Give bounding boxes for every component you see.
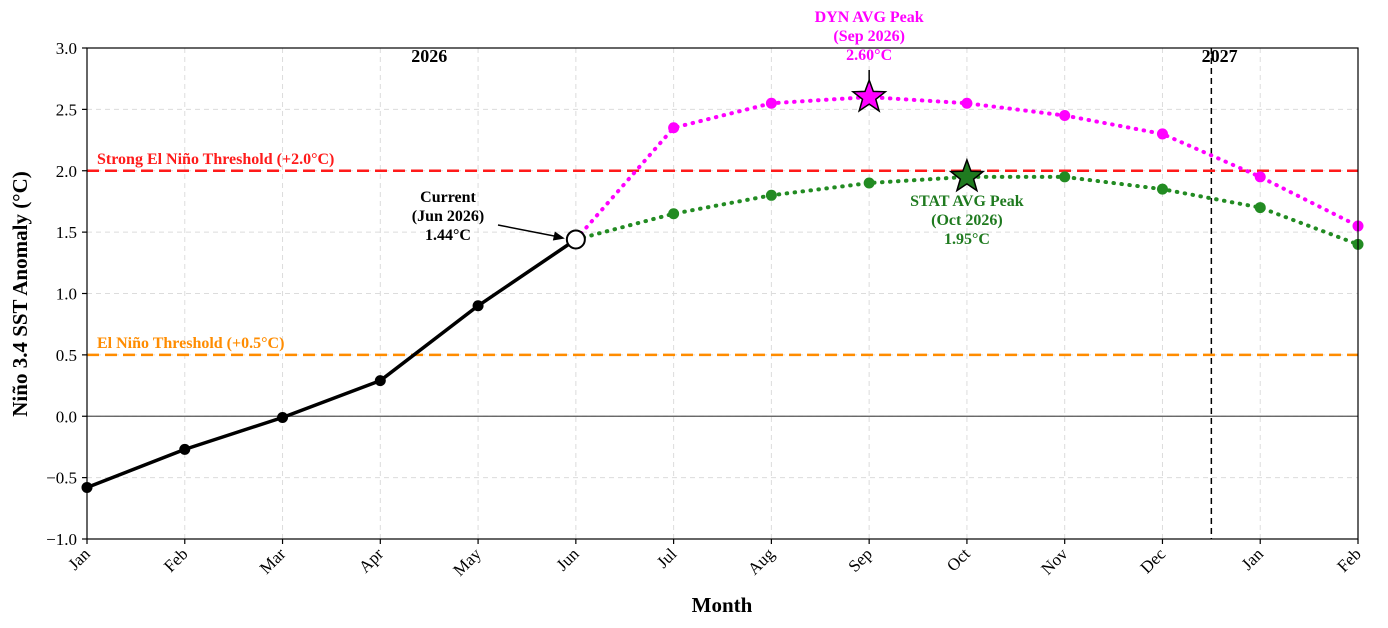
- dyn-point: [668, 122, 680, 134]
- stat-point: [765, 189, 777, 201]
- dyn-peak-annotation-text: (Sep 2026): [833, 28, 905, 45]
- current-annotation-text: Current: [420, 189, 476, 206]
- x-tick-label: May: [449, 544, 485, 580]
- year-label: 2026: [411, 46, 447, 66]
- threshold-lines: Strong El Niño Threshold (+2.0°C) El Niño…: [87, 151, 1358, 357]
- dyn-peak-annotation-text: DYN AVG Peak: [815, 9, 924, 26]
- x-tick-label: Aug: [744, 544, 778, 578]
- x-tick-label: Sep: [845, 544, 876, 575]
- current-arrow-head: [552, 231, 565, 241]
- y-tick-label: 0.0: [56, 407, 77, 426]
- dyn-point: [1156, 128, 1168, 140]
- current-annotation-text: 1.44°C: [425, 227, 471, 244]
- grid-lines: [86, 47, 1359, 540]
- stat-peak-annotation-text: STAT AVG Peak: [910, 193, 1024, 210]
- y-tick-label: 2.0: [56, 162, 77, 181]
- x-tick-label: Dec: [1136, 544, 1169, 577]
- observed-point: [277, 411, 289, 423]
- stat-point: [1254, 202, 1266, 214]
- x-tick-label: Apr: [355, 544, 387, 576]
- stat-peak-annotation-text: 1.95°C: [944, 231, 990, 248]
- y-tick-label: −1.0: [46, 530, 77, 549]
- stat-forecast-line: [573, 174, 1360, 247]
- stat-peak-annotation-text: (Oct 2026): [931, 212, 1003, 229]
- dyn-peak-annotation-text: 2.60°C: [846, 47, 892, 64]
- observed-point: [179, 443, 191, 455]
- observed-point: [374, 375, 386, 387]
- annotations: 2026 2027 Current (Jun 2026) 1.44°C DYN AVG P…: [411, 9, 1238, 250]
- stat-peak-star: [948, 157, 986, 193]
- y-tick-label: 0.5: [56, 346, 77, 365]
- x-tick-label: Jun: [553, 544, 583, 574]
- stat-point: [668, 208, 680, 220]
- current-annotation-text: (Jun 2026): [412, 208, 484, 225]
- x-axis-title: Month: [692, 593, 753, 617]
- stat-point: [863, 177, 875, 189]
- stat-point: [1059, 171, 1071, 183]
- y-axis-title: Niño 3.4 SST Anomaly (°C): [8, 171, 32, 416]
- dyn-forecast-line: [573, 95, 1360, 242]
- y-tick-label: 3.0: [56, 39, 77, 58]
- stat-point: [1156, 183, 1168, 195]
- observed-line: [86, 238, 577, 490]
- x-tick-label: Jul: [653, 544, 681, 572]
- x-tick-label: Jan: [1238, 544, 1268, 574]
- threshold-label: Strong El Niño Threshold (+2.0°C): [97, 151, 334, 168]
- dyn-point: [765, 97, 777, 109]
- y-tick-label: −0.5: [46, 469, 77, 488]
- current-point-marker: [565, 229, 586, 250]
- dyn-point: [961, 97, 973, 109]
- series-lines: [86, 95, 1360, 490]
- year-label: 2027: [1202, 46, 1238, 66]
- threshold-label: El Niño Threshold (+0.5°C): [97, 335, 284, 352]
- x-tick-label: Oct: [943, 544, 974, 575]
- x-tick-label: Feb: [160, 544, 191, 575]
- y-tick-label: 1.5: [56, 223, 77, 242]
- x-tick-label: Mar: [256, 544, 290, 578]
- dyn-point: [1254, 171, 1266, 183]
- x-tick-label: Nov: [1037, 544, 1071, 578]
- observed-point: [472, 300, 484, 312]
- current-arrow-line: [497, 224, 562, 239]
- y-tick-label: 2.5: [56, 100, 77, 119]
- y-tick-label: 1.0: [56, 285, 77, 304]
- dyn-peak-star: [850, 77, 888, 113]
- x-tick-label: Feb: [1333, 544, 1364, 575]
- dyn-point: [1059, 110, 1071, 122]
